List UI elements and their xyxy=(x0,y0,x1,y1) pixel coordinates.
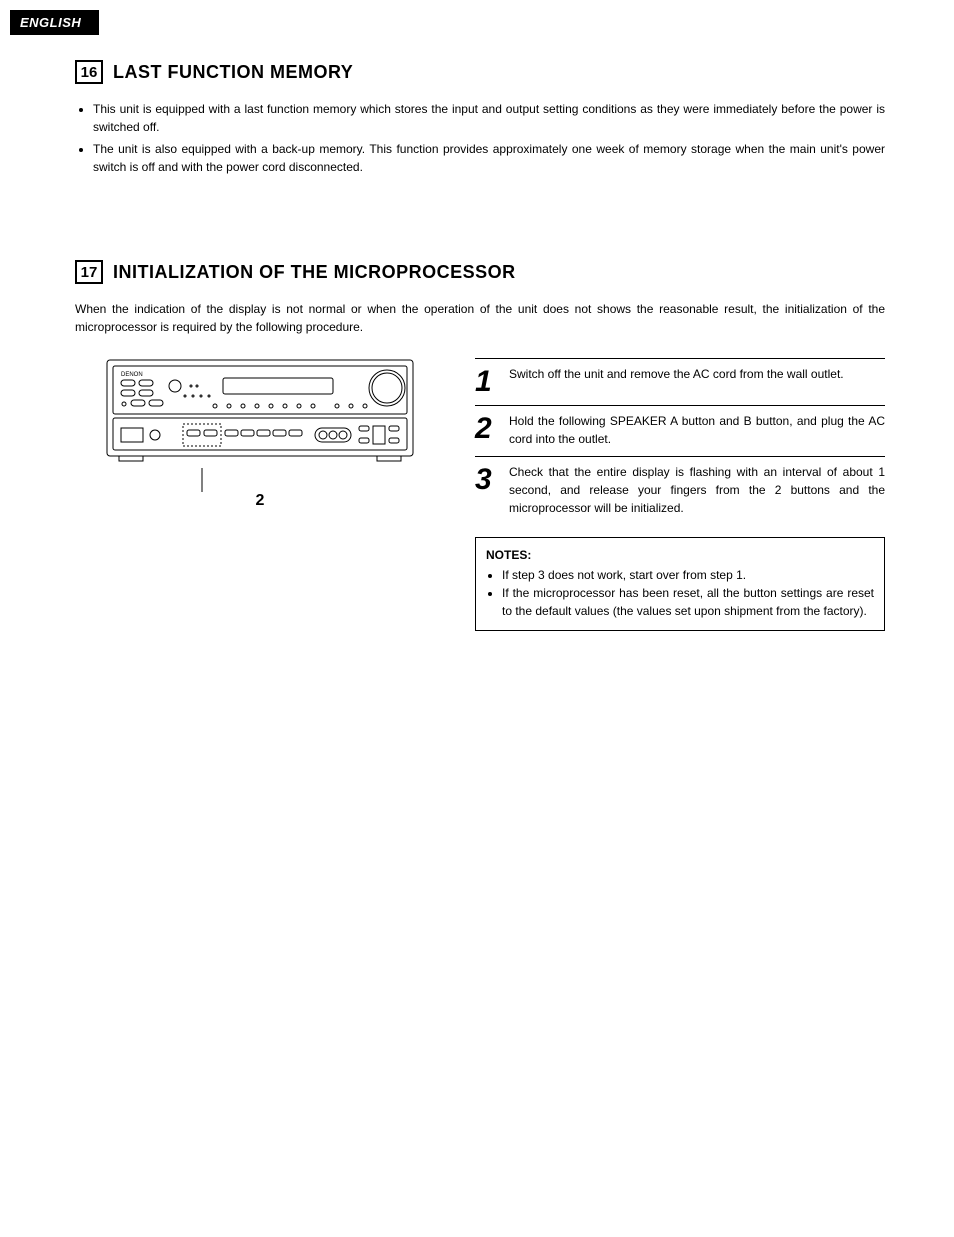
step-row: 2 Hold the following SPEAKER A button an… xyxy=(475,405,885,456)
step-number: 1 xyxy=(475,365,497,397)
section-17-title: INITIALIZATION OF THE MICROPROCESSOR xyxy=(113,262,516,283)
notes-heading: NOTES: xyxy=(486,546,874,564)
bullet-item: This unit is equipped with a last functi… xyxy=(93,100,885,136)
brand-label: DENON xyxy=(121,372,143,378)
section-17-intro: When the indication of the display is no… xyxy=(75,300,885,336)
step-text: Check that the entire display is flashin… xyxy=(509,463,885,517)
steps-column: 1 Switch off the unit and remove the AC … xyxy=(475,358,885,631)
step-row: 1 Switch off the unit and remove the AC … xyxy=(475,358,885,405)
section-16-header: 16 LAST FUNCTION MEMORY xyxy=(75,60,885,84)
notes-box: NOTES: If step 3 does not work, start ov… xyxy=(475,537,885,631)
section-17-number: 17 xyxy=(75,260,103,284)
step-text: Switch off the unit and remove the AC co… xyxy=(509,365,885,397)
page-content: 16 LAST FUNCTION MEMORY This unit is equ… xyxy=(75,60,885,631)
notes-item: If step 3 does not work, start over from… xyxy=(502,566,874,584)
step-text: Hold the following SPEAKER A button and … xyxy=(509,412,885,448)
step-number: 2 xyxy=(475,412,497,448)
diagram-callout-number: 2 xyxy=(75,492,445,510)
notes-list: If step 3 does not work, start over from… xyxy=(502,566,874,620)
language-tag: ENGLISH xyxy=(10,10,99,35)
section-16-bullets: This unit is equipped with a last functi… xyxy=(93,100,885,176)
step-row: 3 Check that the entire display is flash… xyxy=(475,456,885,525)
notes-item: If the microprocessor has been reset, al… xyxy=(502,584,874,620)
section-16-number: 16 xyxy=(75,60,103,84)
bullet-item: The unit is also equipped with a back-up… xyxy=(93,140,885,176)
section-17-header: 17 INITIALIZATION OF THE MICROPROCESSOR xyxy=(75,260,885,284)
step-number: 3 xyxy=(475,463,497,517)
device-diagram-column: DENON xyxy=(75,358,445,631)
section-16-title: LAST FUNCTION MEMORY xyxy=(113,62,353,83)
device-diagram: DENON xyxy=(105,358,415,468)
section-17-body: DENON xyxy=(75,358,885,631)
